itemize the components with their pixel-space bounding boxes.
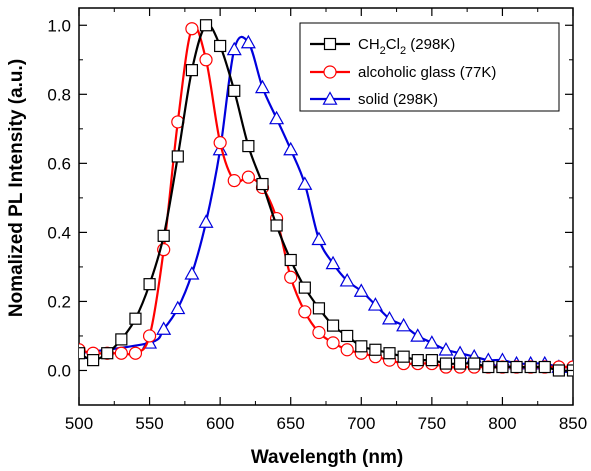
data-point [213, 136, 227, 150]
x-tick-label: 850 [559, 414, 587, 433]
data-point [353, 283, 369, 297]
axes-layer: 500 550 600 650 700 750 800 850 0.0 0.2 0.4 0.6 0.8 1… [47, 8, 587, 433]
data-point [228, 84, 241, 97]
y-axis-label: Nomalized PL Intensity (a.u.) [6, 59, 27, 317]
data-point [240, 34, 256, 49]
data-point [524, 360, 537, 374]
data-point [142, 329, 157, 343]
legend-marker [323, 65, 337, 79]
data-point [242, 139, 255, 153]
data-point [185, 64, 199, 77]
data-point [311, 231, 327, 246]
legend-label: alcoholic glass (77K) [358, 64, 496, 81]
legend: CH2Cl2 (298K) alcoholic glass (77K) solid … [299, 22, 560, 112]
x-tick-label: 600 [206, 414, 234, 433]
data-point [87, 354, 100, 367]
data-point [269, 110, 285, 125]
data-point [185, 22, 199, 36]
data-point [284, 253, 297, 267]
data-point [101, 347, 114, 360]
data-point [326, 319, 340, 332]
data-point [115, 333, 128, 346]
data-point [468, 357, 481, 370]
data-point [538, 360, 551, 374]
data-point [339, 272, 355, 287]
data-point [355, 340, 368, 353]
data-point [411, 354, 424, 367]
legend-label: CH2Cl2 (298K) [358, 36, 455, 57]
data-point [270, 219, 283, 232]
data-point [453, 357, 467, 370]
data-point [170, 300, 186, 315]
series-0 [79, 19, 573, 377]
data-point [552, 364, 565, 377]
data-point [79, 347, 86, 360]
x-tick-label: 550 [135, 414, 163, 433]
data-point [424, 335, 440, 349]
data-point [340, 343, 354, 357]
series-layer [79, 19, 573, 377]
data-point [171, 150, 184, 163]
data-point [312, 302, 326, 315]
data-point [114, 346, 128, 360]
data-point [383, 347, 396, 360]
data-point [226, 41, 242, 56]
data-point [439, 357, 453, 370]
x-tick-label: 500 [65, 414, 93, 433]
x-tick-label: 800 [488, 414, 516, 433]
data-point [510, 360, 523, 374]
data-point [298, 281, 311, 294]
data-point [325, 255, 341, 270]
data-point [157, 229, 170, 242]
legend-label: solid (298K) [358, 91, 438, 108]
data-point [199, 53, 213, 67]
data-point [227, 174, 241, 188]
data-point [410, 328, 426, 342]
data-point [397, 350, 410, 363]
data-point [341, 329, 354, 343]
data-point [128, 346, 143, 360]
data-point [312, 325, 326, 340]
data-point [283, 141, 299, 156]
x-axis-label: Wavelength (nm) [251, 447, 403, 468]
data-point [214, 39, 227, 53]
data-point [326, 336, 340, 350]
y-tick-label: 0.8 [47, 85, 71, 104]
legend-marker [322, 91, 338, 105]
x-tick-label: 650 [277, 414, 305, 433]
data-point [396, 317, 412, 332]
x-tick-label: 700 [347, 414, 375, 433]
data-point [284, 270, 298, 284]
y-tick-label: 0.4 [47, 223, 71, 242]
data-point [369, 343, 382, 356]
data-point [438, 342, 454, 356]
y-tick-label: 0.2 [47, 292, 71, 311]
data-point [482, 360, 495, 374]
data-point [156, 321, 172, 335]
data-point [198, 214, 214, 228]
x-tick-label: 750 [418, 414, 446, 433]
data-point [496, 360, 509, 374]
legend-marker [323, 37, 337, 51]
data-point [367, 297, 383, 311]
data-point [298, 305, 312, 319]
data-point [184, 266, 200, 280]
legend-box [299, 22, 560, 112]
data-point [129, 312, 142, 325]
data-point [425, 354, 438, 367]
data-point [256, 177, 269, 191]
data-point [199, 19, 213, 32]
data-point [297, 176, 313, 190]
y-tick-label: 0.6 [47, 154, 71, 173]
data-point [143, 278, 156, 291]
data-point [381, 310, 398, 325]
y-tick-label: 1.0 [47, 16, 71, 35]
data-point [254, 79, 271, 94]
y-tick-label: 0.0 [47, 361, 71, 380]
data-point [241, 170, 255, 184]
